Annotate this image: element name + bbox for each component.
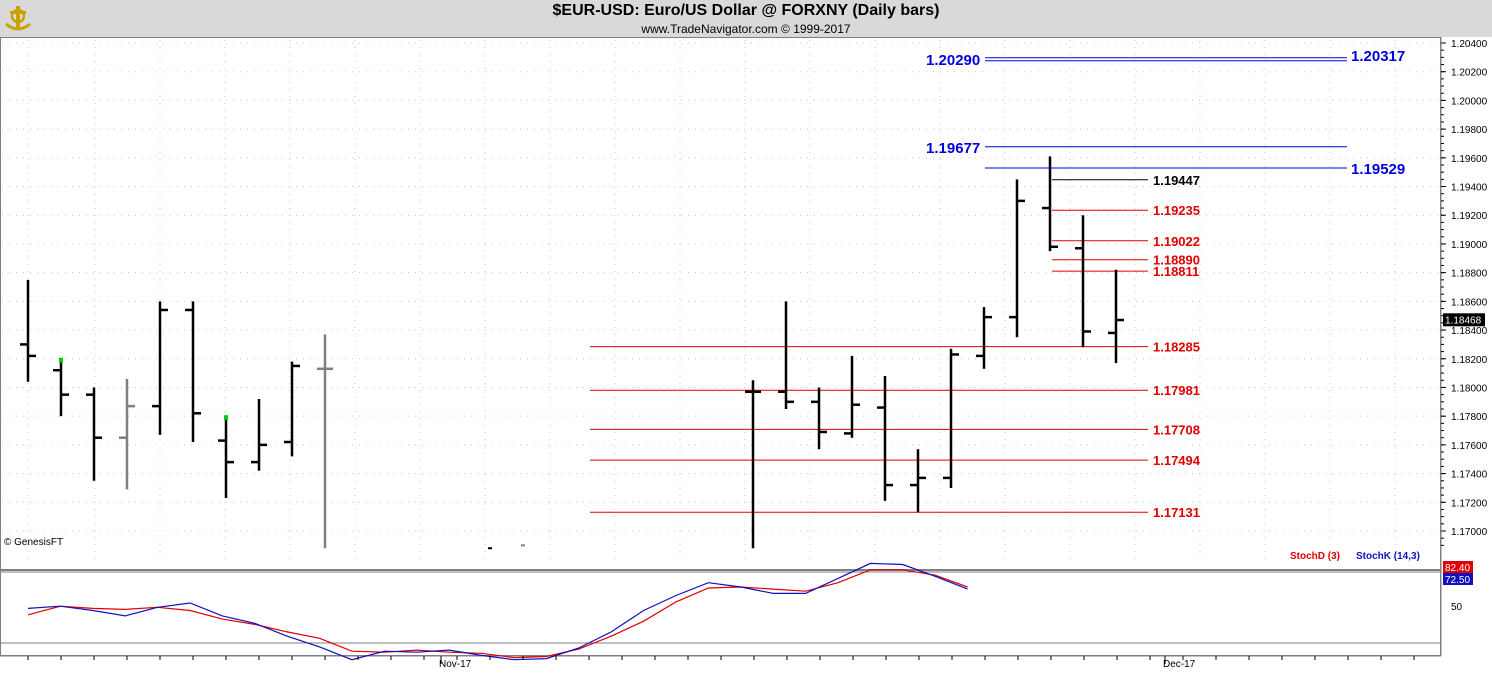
chart-subtitle: www.TradeNavigator.com © 1999-2017 — [641, 22, 851, 36]
price-tick-label: 1.17000 — [1451, 527, 1488, 538]
chart-grid — [2, 40, 1438, 565]
price-panel-frame — [0, 37, 1441, 570]
stoch-k-legend: StochK (14,3) — [1356, 551, 1420, 562]
level-label-red: 1.18285 — [1153, 340, 1200, 355]
price-tick-label: 1.20400 — [1451, 39, 1488, 50]
level-label-blue-left: 1.20290 — [926, 52, 980, 69]
price-tick-label: 1.18800 — [1451, 269, 1488, 280]
stoch-tick-50: 50 — [1451, 602, 1463, 613]
price-tick-label: 1.17200 — [1451, 498, 1488, 509]
stoch-d-value: 82.40 — [1445, 563, 1470, 574]
price-tick-label: 1.17600 — [1451, 441, 1488, 452]
ohlc-bar-highlight — [59, 357, 63, 363]
date-axis: Nov-17 Dec-17 — [27, 656, 1415, 670]
level-label-red: 1.17131 — [1153, 505, 1200, 520]
date-label: Nov-17 — [439, 659, 472, 670]
level-label-blue-right: 1.20317 — [1351, 48, 1405, 65]
level-label-blue-right: 1.19529 — [1351, 161, 1405, 178]
price-tick-label: 1.18600 — [1451, 297, 1488, 308]
stoch-d-line — [27, 569, 968, 659]
stoch-k-value-tag: 72.50 — [1443, 573, 1473, 586]
price-tick-label: 1.19200 — [1451, 211, 1488, 222]
stoch-k-line — [27, 562, 968, 661]
level-label-red: 1.17708 — [1153, 422, 1200, 437]
price-tick-label: 1.18400 — [1451, 326, 1488, 337]
price-tick-label: 1.17800 — [1451, 412, 1488, 423]
trade-navigator-logo-icon — [2, 2, 34, 34]
level-label-red: 1.18811 — [1153, 264, 1199, 279]
date-label: Dec-17 — [1163, 659, 1196, 670]
price-tick-label: 1.17400 — [1451, 470, 1488, 481]
stochastic-lines — [27, 562, 968, 661]
level-label-black: 1.19447 — [1153, 173, 1200, 188]
genesis-copyright: © GenesisFT — [4, 537, 64, 548]
price-tick-label: 1.19800 — [1451, 125, 1488, 136]
level-label-blue-left: 1.19677 — [926, 140, 980, 157]
price-tick-label: 1.19000 — [1451, 240, 1488, 251]
level-label-red: 1.19022 — [1153, 234, 1200, 249]
level-label-red: 1.17981 — [1153, 383, 1200, 398]
level-label-red: 1.17494 — [1153, 453, 1201, 468]
current-price-label: 1.18468 — [1445, 315, 1482, 326]
stoch-d-legend: StochD (3) — [1290, 551, 1340, 562]
current-price-tag: 1.18468 — [1443, 313, 1485, 327]
price-tick-label: 1.19400 — [1451, 183, 1488, 194]
ohlc-bars — [20, 156, 1124, 550]
level-label-red: 1.19235 — [1153, 203, 1200, 218]
price-tick-label: 1.18200 — [1451, 355, 1488, 366]
level-lines: 1.20290 1.20317 1.19677 1.19529 1.19447 1.192… — [590, 48, 1405, 520]
chart-header: $EUR-USD: Euro/US Dollar @ FORXNY (Daily… — [0, 0, 1492, 37]
stoch-d-value-tag: 82.40 — [1443, 561, 1473, 574]
chart-title: $EUR-USD: Euro/US Dollar @ FORXNY (Daily… — [552, 2, 940, 19]
price-tick-label: 1.19600 — [1451, 154, 1488, 165]
price-tick-label: 1.20000 — [1451, 96, 1488, 107]
level-label-red: 1.18890 — [1153, 253, 1200, 268]
price-axis: 1.20400 1.20200 1.20000 1.19800 1.19600 1.194… — [1441, 39, 1488, 546]
price-tick-label: 1.18000 — [1451, 383, 1488, 394]
price-tick-label: 1.20200 — [1451, 68, 1488, 79]
stoch-k-value: 72.50 — [1445, 575, 1470, 586]
ohlc-bar-highlight — [224, 415, 228, 421]
